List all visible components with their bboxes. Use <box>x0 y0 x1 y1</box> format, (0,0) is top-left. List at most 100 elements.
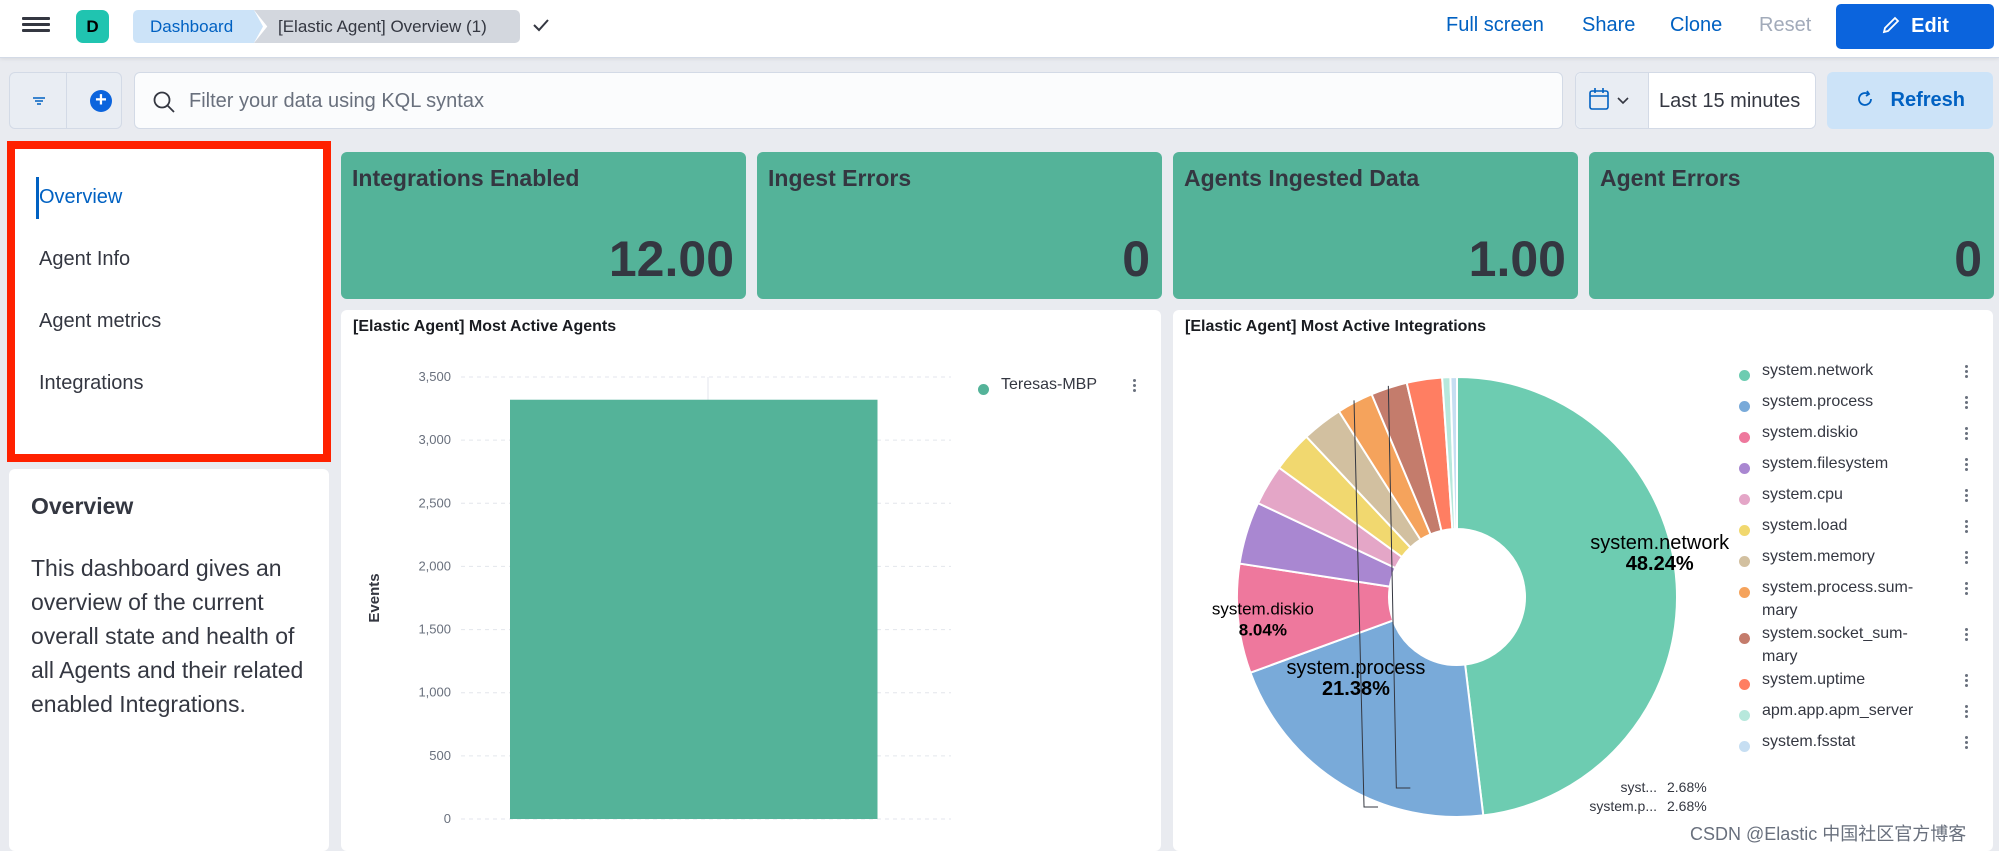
legend-options-icon[interactable] <box>1965 488 1969 504</box>
pie-legend-item[interactable]: mary <box>1762 648 1798 665</box>
pie-legend-item[interactable]: system.socket_sum- <box>1762 625 1908 642</box>
refresh-icon <box>1855 89 1891 111</box>
legend-options-icon[interactable] <box>1965 426 1969 442</box>
hamburger-menu-icon[interactable] <box>22 14 50 38</box>
divider <box>66 73 67 128</box>
legend-dot <box>1739 370 1750 381</box>
legend-dot <box>1739 679 1750 690</box>
kql-search-bar <box>134 72 1563 129</box>
refresh-button[interactable]: Refresh <box>1827 72 1993 129</box>
pie-legend-item[interactable]: system.cpu <box>1762 486 1843 503</box>
bar <box>510 399 878 819</box>
breadcrumb-dashboard[interactable]: Dashboard <box>133 10 263 43</box>
y-tick-label: 1,000 <box>418 685 451 700</box>
description-title: Overview <box>31 493 134 519</box>
pie-legend-item[interactable]: mary <box>1762 602 1798 619</box>
nav-item-agent-info[interactable]: Agent Info <box>39 248 131 270</box>
nav-item-overview[interactable]: Overview <box>39 186 123 208</box>
pie-legend-item[interactable]: system.network <box>1762 362 1874 379</box>
time-range-label[interactable]: Last 15 minutes <box>1659 90 1801 112</box>
metric-agent-errors: Agent Errors 0 <box>1589 152 1994 299</box>
legend-options-icon[interactable] <box>1965 704 1969 720</box>
most-active-integrations-panel: [Elastic Agent] Most Active Integrations… <box>1173 310 1993 851</box>
legend-options-icon[interactable] <box>1965 550 1969 566</box>
metric-title: Agent Errors <box>1600 165 1741 191</box>
pie-legend-item[interactable]: system.process <box>1762 393 1874 410</box>
description-text: This dashboard gives an overview of the … <box>31 555 304 717</box>
full-screen-button[interactable]: Full screen <box>1446 14 1544 36</box>
legend-dot <box>1739 556 1750 567</box>
pie-legend-item[interactable]: system.process.sum- <box>1762 579 1914 596</box>
add-filter-icon[interactable]: + <box>90 90 112 112</box>
legend-options-icon[interactable] <box>1965 627 1969 643</box>
y-tick-label: 3,000 <box>418 432 451 447</box>
legend-options-icon[interactable] <box>1965 673 1969 689</box>
pie-legend-item[interactable]: apm.app.apm_server <box>1762 702 1914 719</box>
legend-dot <box>1739 710 1750 721</box>
clone-button[interactable]: Clone <box>1670 14 1723 36</box>
kql-search-input[interactable] <box>189 83 1539 119</box>
calendar-icon[interactable] <box>1576 73 1649 128</box>
pie-legend-item[interactable]: system.uptime <box>1762 671 1866 688</box>
reset-button[interactable]: Reset <box>1759 14 1812 36</box>
slice-label: system.network <box>1590 532 1730 554</box>
slice-label: system.process <box>1287 657 1426 679</box>
edit-button-label: Edit <box>1911 15 1949 37</box>
checkmark-icon[interactable] <box>530 14 554 38</box>
pie-legend-item[interactable]: system.memory <box>1762 548 1875 565</box>
pie-slice <box>1456 375 1678 817</box>
nav-item-integrations[interactable]: Integrations <box>39 372 144 394</box>
metric-title: Agents Ingested Data <box>1184 165 1420 191</box>
legend-dot <box>1739 633 1750 644</box>
top-header: D Dashboard [Elastic Agent] Overview (1)… <box>0 0 1999 58</box>
metric-title: Integrations Enabled <box>352 165 580 191</box>
legend-dot <box>978 384 989 395</box>
y-tick-label: 500 <box>429 748 451 763</box>
filter-menu-icon[interactable] <box>30 92 48 110</box>
pie-legend-item[interactable]: system.fsstat <box>1762 733 1856 750</box>
legend-options-icon[interactable] <box>1965 364 1969 380</box>
slice-outside-value: 2.68% <box>1667 779 1707 795</box>
y-tick-label: 3,500 <box>418 369 451 384</box>
legend-dot <box>1739 463 1750 474</box>
legend-dot <box>1739 741 1750 752</box>
legend-options-icon[interactable] <box>1965 457 1969 473</box>
y-tick-label: 2,000 <box>418 558 451 573</box>
y-tick-label: 2,500 <box>418 495 451 510</box>
legend-options-icon[interactable] <box>1965 519 1969 535</box>
legend-options-icon[interactable] <box>1965 395 1969 411</box>
active-nav-indicator <box>36 177 39 219</box>
legend-dot <box>1739 587 1750 598</box>
edit-button[interactable]: Edit <box>1836 4 1994 49</box>
legend-options-icon[interactable] <box>1133 378 1137 394</box>
pie-legend-item[interactable]: system.load <box>1762 517 1848 534</box>
legend-options-icon[interactable] <box>1965 581 1969 597</box>
metric-value: 0 <box>1122 231 1150 287</box>
share-button[interactable]: Share <box>1582 14 1636 36</box>
bar-legend-item[interactable]: Teresas-MBP <box>1001 376 1098 393</box>
pencil-icon <box>1881 4 1901 49</box>
space-avatar[interactable]: D <box>76 10 109 43</box>
y-tick-label: 0 <box>444 811 451 826</box>
metric-value: 0 <box>1954 231 1982 287</box>
metric-value: 1.00 <box>1468 231 1566 287</box>
pie-legend-item[interactable]: system.filesystem <box>1762 455 1889 472</box>
slice-leader-line <box>1353 400 1379 808</box>
metric-agents-ingested-data: Agents Ingested Data 1.00 <box>1173 152 1578 299</box>
slice-label: system.diskio <box>1212 599 1314 618</box>
slice-value-label: 48.24% <box>1626 553 1694 575</box>
pie-slice <box>1449 375 1458 531</box>
most-active-agents-panel: [Elastic Agent] Most Active Agents 0 500 1… <box>341 310 1161 851</box>
metric-value: 12.00 <box>608 231 734 287</box>
legend-dot <box>1739 525 1750 536</box>
slice-outside-value: 2.68% <box>1667 798 1707 814</box>
slice-outside-label: syst... <box>1620 779 1657 795</box>
slice-value-label: 21.38% <box>1322 678 1390 700</box>
metric-title: Ingest Errors <box>768 165 912 191</box>
y-axis-label: Events <box>366 573 383 622</box>
pie-legend-item[interactable]: system.diskio <box>1762 424 1859 441</box>
time-picker: Last 15 minutes <box>1575 72 1816 129</box>
legend-options-icon[interactable] <box>1965 735 1969 751</box>
nav-item-agent-metrics[interactable]: Agent metrics <box>39 310 162 332</box>
